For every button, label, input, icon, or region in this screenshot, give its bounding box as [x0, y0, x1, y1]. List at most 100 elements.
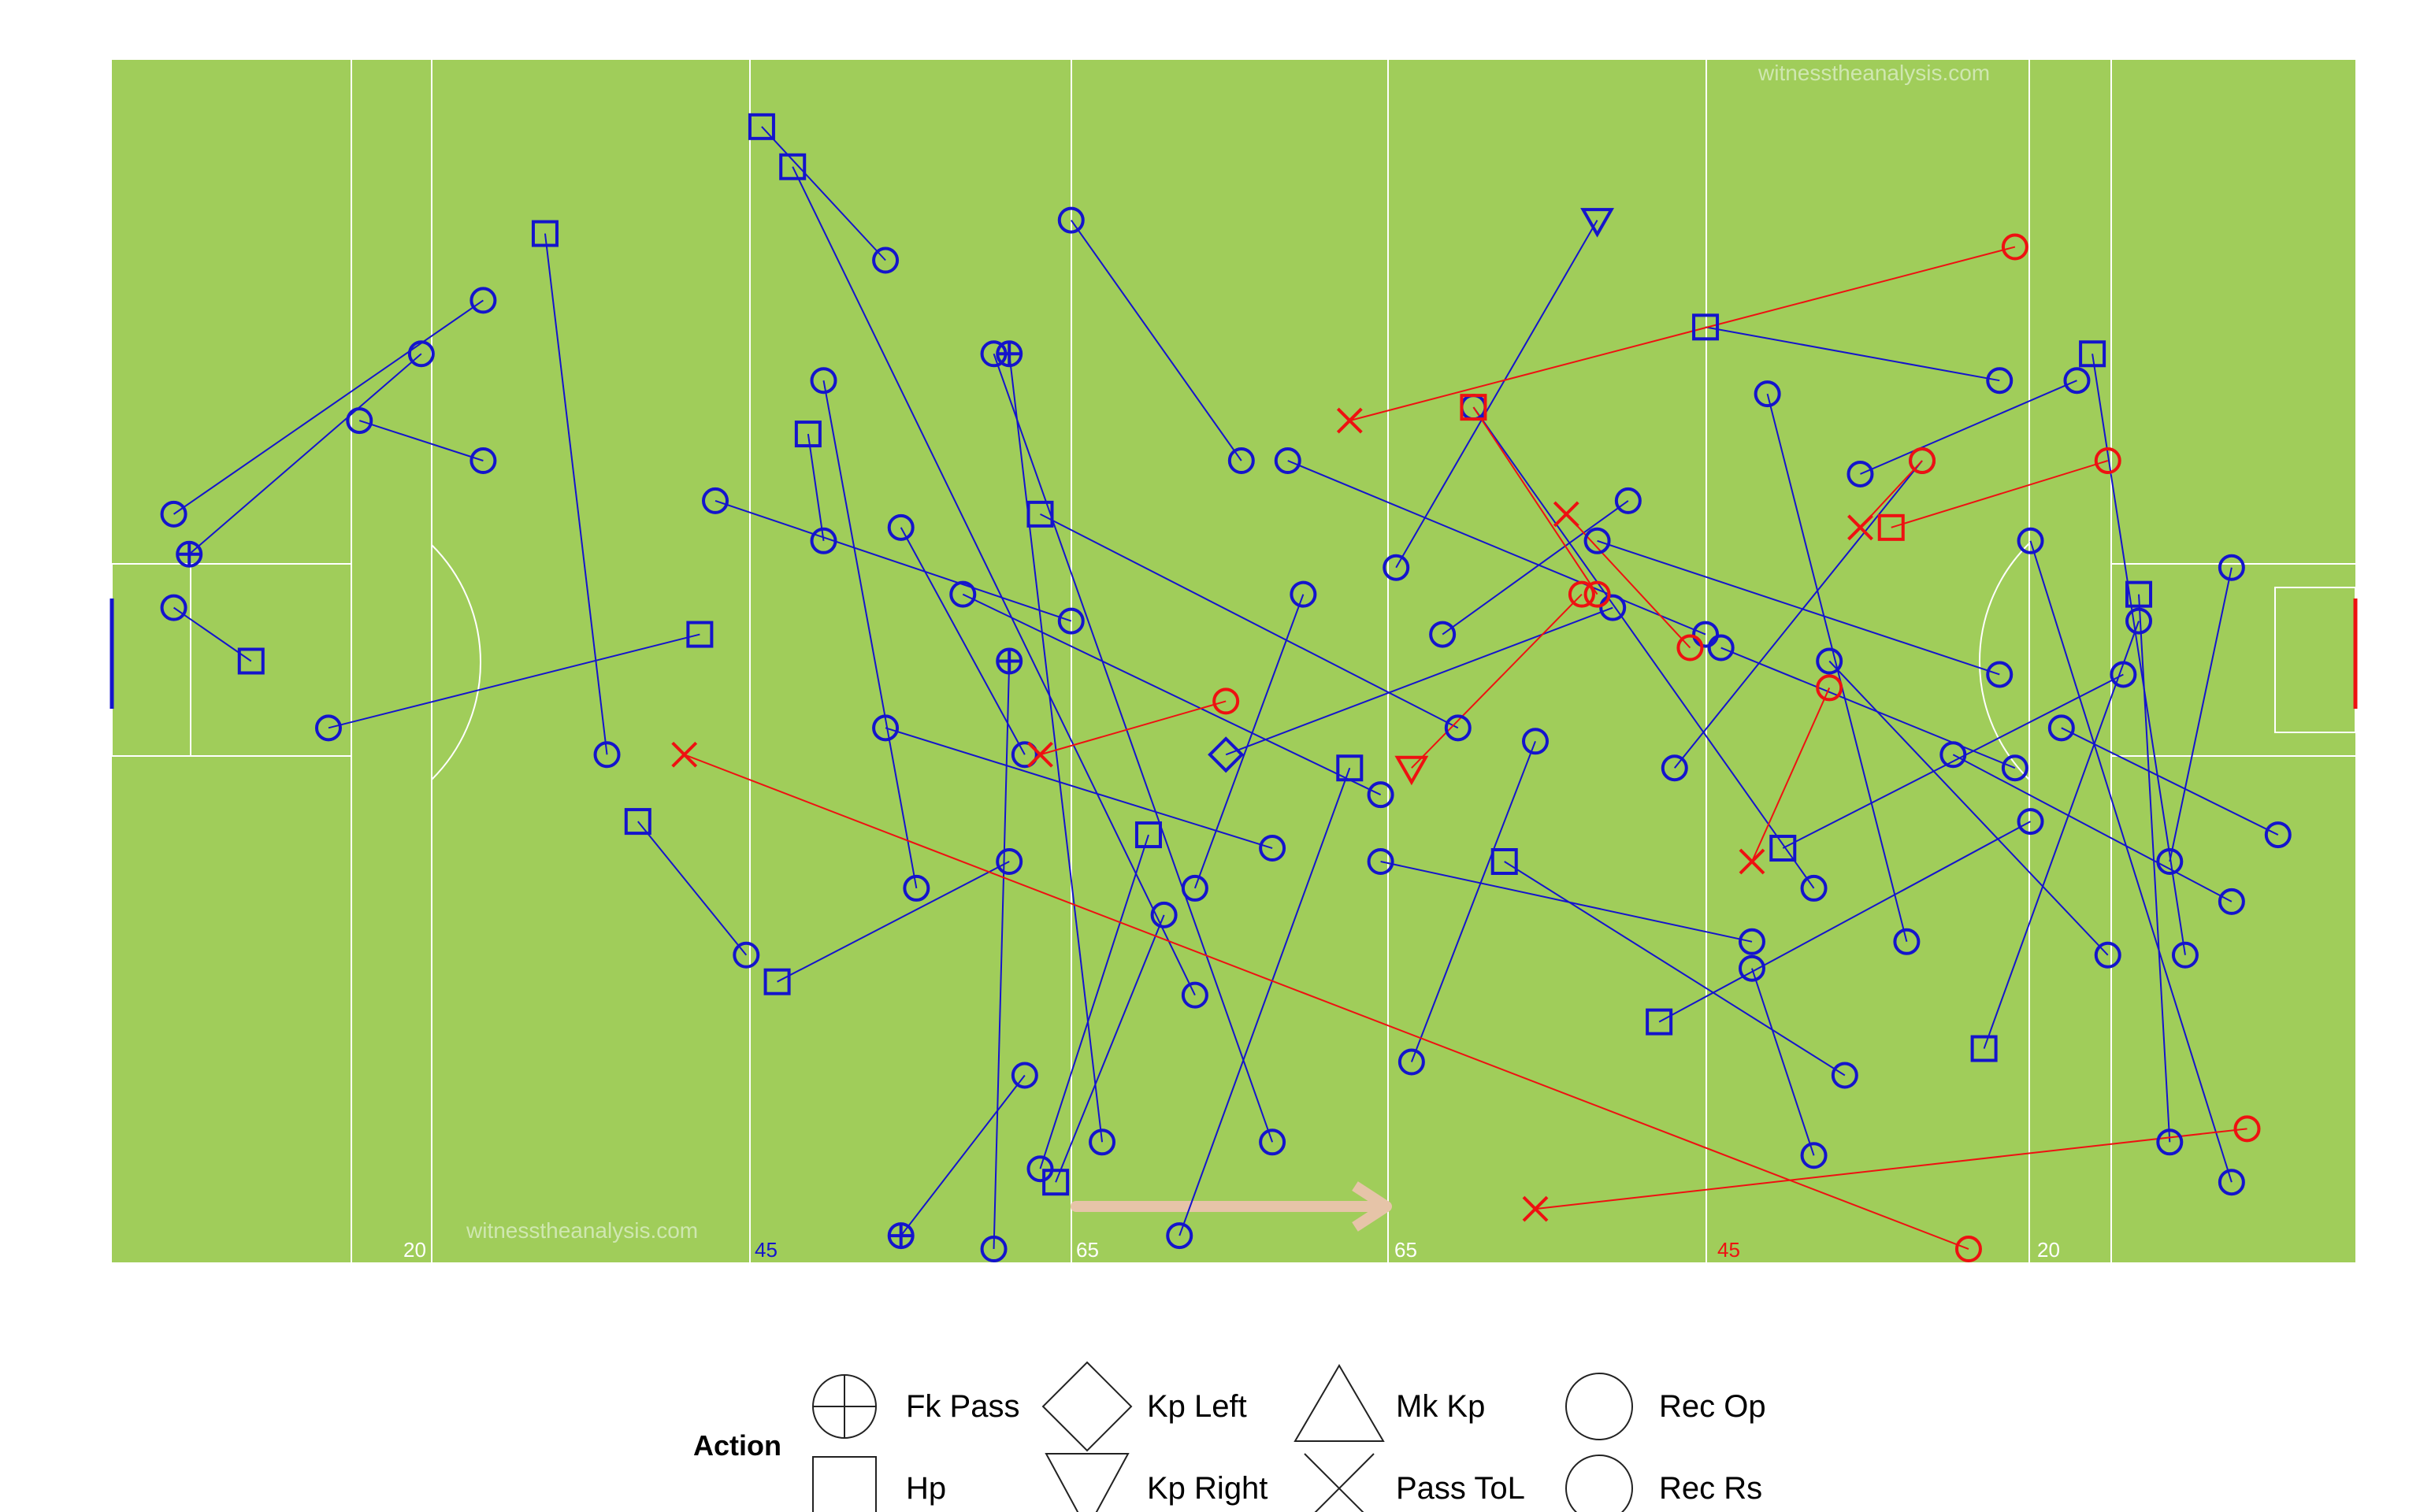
pass-start-marker	[1939, 741, 1967, 769]
pass-end-marker	[733, 941, 760, 969]
pass-start-marker	[763, 968, 791, 995]
pass-start-marker	[1336, 754, 1364, 782]
pass-end-marker	[1367, 781, 1394, 809]
pass-start-marker	[1970, 1035, 1998, 1062]
pass-start-marker	[1739, 848, 1765, 875]
pass-start-marker	[887, 513, 915, 541]
pass-end-marker	[1954, 1236, 1982, 1263]
pass-end-marker	[2125, 607, 2153, 635]
pass-line	[1535, 1128, 2247, 1210]
pitch-label-right-65: 65	[1394, 1238, 1417, 1262]
legend-diamond-icon	[1041, 1361, 1133, 1452]
pass-end-marker	[2218, 1169, 2245, 1196]
pass-start-marker	[2125, 580, 2153, 608]
pass-start-marker	[1027, 741, 1053, 768]
pass-start-marker	[1877, 513, 1905, 541]
pass-end-marker	[1692, 621, 1720, 648]
pass-end-marker	[1290, 580, 1317, 608]
pass-start-marker	[531, 220, 559, 247]
pass-line	[900, 527, 1026, 755]
pass-start-marker	[1769, 835, 1797, 862]
pass-line	[1952, 754, 2233, 902]
pass-lines	[173, 126, 2279, 1250]
pass-start-marker	[2047, 714, 2075, 742]
pass-line	[1751, 968, 1815, 1156]
pitch-label-right-20: 20	[2037, 1238, 2060, 1262]
legend-triangle-up-icon	[1294, 1364, 1385, 1442]
pass-start-marker	[903, 874, 930, 902]
pass-start-marker	[1367, 848, 1394, 875]
right-large-box	[2111, 563, 2355, 757]
pass-end-marker	[160, 594, 187, 621]
legend: Action Fk Pass Hp Kp Left Kp Right Mk Kp Pass …	[693, 1361, 1766, 1512]
left-arc	[431, 544, 482, 780]
pass-start-marker	[346, 407, 373, 435]
pass-end-marker	[314, 714, 342, 742]
direction-arrow	[1071, 1181, 1392, 1232]
pass-start-marker	[1847, 514, 1873, 541]
pass-end-marker	[2017, 808, 2044, 836]
pass-line	[1287, 460, 1706, 636]
pass-start-marker	[1057, 206, 1085, 234]
pass-line	[1178, 767, 1351, 1236]
pass-start-marker	[779, 153, 807, 180]
legend-circle-icon	[1565, 1455, 1633, 1512]
pass-start-marker	[1738, 954, 1765, 982]
pass-end-marker	[2094, 447, 2121, 474]
pass-start-marker	[748, 113, 775, 140]
pass-start-marker	[1893, 928, 1921, 955]
pass-line	[1380, 861, 1753, 943]
legend-square-icon	[812, 1456, 877, 1512]
pass-line	[1705, 326, 2000, 382]
pass-end-marker	[2264, 821, 2292, 849]
pass-line	[173, 299, 484, 515]
pass-line	[684, 754, 1969, 1250]
pass-line	[1395, 220, 1598, 569]
legend-item-kp-left: Kp Left	[1041, 1361, 1247, 1452]
pass-line	[544, 233, 608, 755]
legend-cross-icon	[1304, 1453, 1375, 1512]
pass-end-marker	[407, 340, 435, 368]
pass-line	[962, 593, 1382, 796]
pass-start-marker	[1580, 208, 1615, 238]
pass-start-marker	[1429, 621, 1457, 648]
pass-start-marker	[1522, 728, 1550, 755]
pass-start-marker	[887, 1222, 915, 1250]
pass-end-marker	[1227, 447, 1255, 474]
pass-line	[1410, 740, 1536, 1062]
legend-label: Kp Left	[1147, 1389, 1247, 1424]
legend-item-hp: Hp	[812, 1456, 946, 1512]
legend-item-pass-tol: Pass ToL	[1304, 1453, 1525, 1512]
legend-label: Fk Pass	[906, 1389, 1019, 1424]
right-arc	[1978, 543, 2030, 780]
pass-start-marker	[872, 714, 900, 742]
legend-label: Mk Kp	[1396, 1389, 1485, 1424]
pass-end-marker	[1583, 580, 1611, 608]
pass-line	[188, 353, 422, 555]
pass-end-marker	[2156, 1128, 2184, 1156]
pass-line	[1720, 647, 2016, 769]
pass-end-marker	[1831, 1062, 1858, 1089]
legend-label: Kp Right	[1147, 1471, 1268, 1506]
pass-end-marker	[593, 741, 621, 769]
pass-line	[1597, 539, 2000, 676]
pass-line	[1040, 700, 1227, 756]
pass-start-marker	[1042, 1169, 1070, 1196]
pass-start-marker	[1707, 634, 1735, 662]
pass-start-marker	[1646, 1008, 1673, 1036]
pass-line	[993, 353, 1274, 1143]
left-large-box	[112, 563, 351, 757]
pass-end-marker	[810, 527, 837, 554]
pass-line	[2169, 567, 2233, 862]
legend-item-rec-op: Rec Op	[1565, 1373, 1766, 1440]
pass-line	[1055, 914, 1165, 1183]
pass-line	[1504, 861, 1846, 1077]
pass-line	[761, 126, 886, 261]
pass-end-marker	[2063, 367, 2091, 395]
pass-start-marker	[2017, 527, 2044, 554]
pass-end-marker	[1568, 580, 1595, 608]
pass-end-marker	[1150, 901, 1178, 928]
pass-end-marker	[1011, 741, 1038, 769]
pass-line	[2061, 727, 2279, 836]
pass-start-marker	[1026, 500, 1054, 528]
